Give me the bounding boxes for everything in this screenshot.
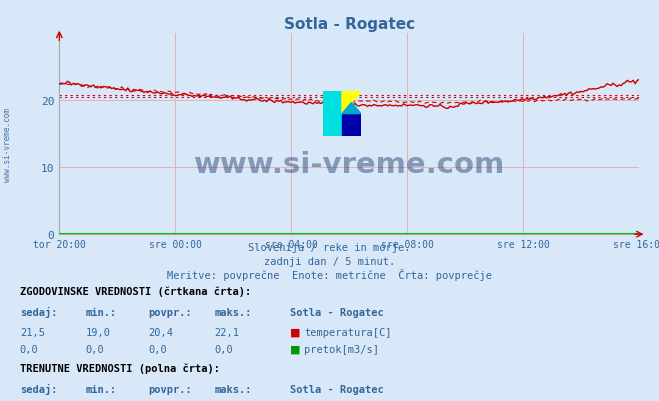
Text: zadnji dan / 5 minut.: zadnji dan / 5 minut. (264, 257, 395, 267)
Text: pretok[m3/s]: pretok[m3/s] (304, 344, 380, 354)
Text: min.:: min.: (86, 308, 117, 318)
Text: Sotla - Rogatec: Sotla - Rogatec (290, 384, 384, 394)
Text: povpr.:: povpr.: (148, 308, 192, 318)
Polygon shape (342, 114, 361, 136)
Text: sedaj:: sedaj: (20, 307, 57, 318)
Polygon shape (342, 103, 361, 114)
Text: ZGODOVINSKE VREDNOSTI (črtkana črta):: ZGODOVINSKE VREDNOSTI (črtkana črta): (20, 286, 251, 297)
Text: Meritve: povprečne  Enote: metrične  Črta: povprečje: Meritve: povprečne Enote: metrične Črta:… (167, 269, 492, 281)
Text: 0,0: 0,0 (148, 344, 167, 354)
Text: www.si-vreme.com: www.si-vreme.com (3, 107, 13, 181)
Text: TRENUTNE VREDNOSTI (polna črta):: TRENUTNE VREDNOSTI (polna črta): (20, 363, 219, 373)
Text: 22,1: 22,1 (214, 327, 239, 337)
Text: 21,5: 21,5 (20, 327, 45, 337)
Text: 20,4: 20,4 (148, 327, 173, 337)
Polygon shape (342, 92, 361, 114)
Text: Slovenija / reke in morje.: Slovenija / reke in morje. (248, 243, 411, 253)
Text: sedaj:: sedaj: (20, 383, 57, 394)
Text: maks.:: maks.: (214, 308, 252, 318)
Bar (323, 92, 342, 136)
Text: ■: ■ (290, 327, 301, 337)
Text: 19,0: 19,0 (86, 327, 111, 337)
Text: ■: ■ (290, 344, 301, 354)
Text: 0,0: 0,0 (86, 344, 104, 354)
Text: www.si-vreme.com: www.si-vreme.com (194, 150, 505, 178)
Text: maks.:: maks.: (214, 384, 252, 394)
Title: Sotla - Rogatec: Sotla - Rogatec (284, 16, 415, 32)
Text: Sotla - Rogatec: Sotla - Rogatec (290, 308, 384, 318)
Text: temperatura[C]: temperatura[C] (304, 327, 392, 337)
Text: min.:: min.: (86, 384, 117, 394)
Text: 0,0: 0,0 (214, 344, 233, 354)
Text: povpr.:: povpr.: (148, 384, 192, 394)
Text: 0,0: 0,0 (20, 344, 38, 354)
